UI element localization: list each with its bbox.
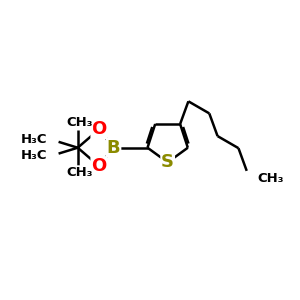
Text: O: O — [91, 121, 106, 139]
Text: CH₃: CH₃ — [257, 172, 284, 185]
Text: H₃C: H₃C — [20, 149, 47, 163]
Text: H₃C: H₃C — [20, 133, 47, 146]
Text: S: S — [161, 153, 174, 171]
Text: CH₃: CH₃ — [66, 166, 92, 179]
Text: CH₃: CH₃ — [66, 116, 92, 129]
Text: O: O — [91, 157, 106, 175]
Text: B: B — [107, 139, 121, 157]
